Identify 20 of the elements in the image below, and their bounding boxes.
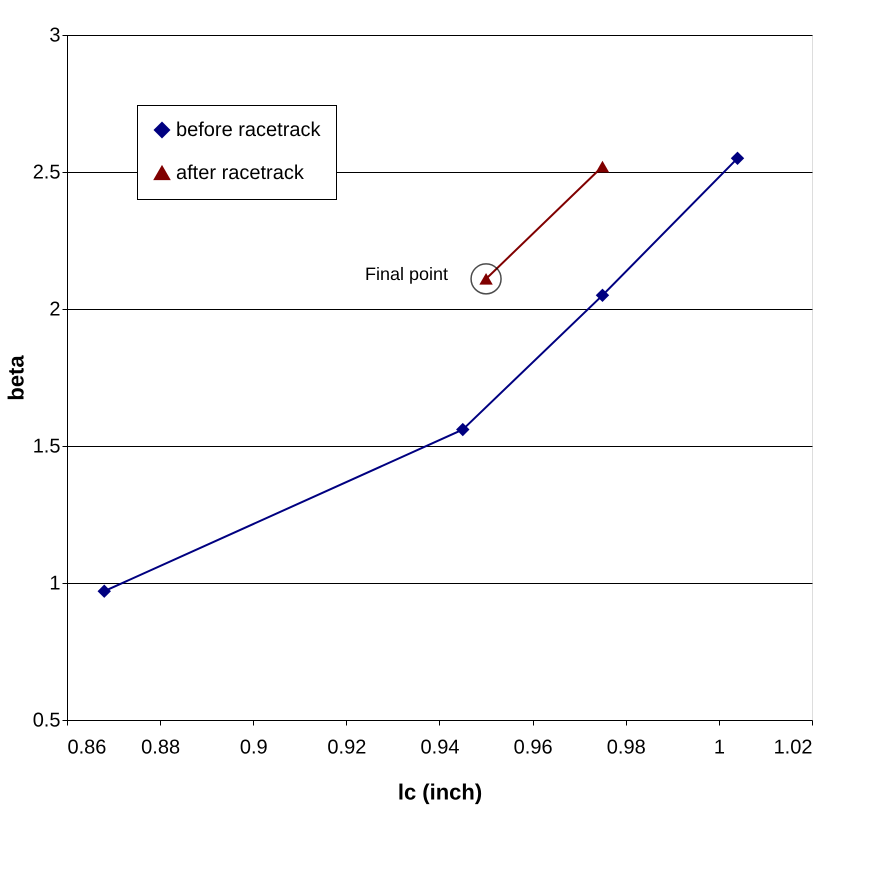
- x-tick-label: 0.9: [240, 736, 268, 758]
- x-tick-label: 1: [714, 736, 725, 758]
- y-tick-label: 1.5: [32, 436, 60, 458]
- x-axis-title: lc (inch): [398, 780, 482, 804]
- x-tick-label: 0.92: [327, 736, 366, 758]
- x-tick-label: 0.86: [68, 736, 106, 758]
- y-tick-label: 2.5: [32, 162, 60, 184]
- y-tick-label: 3: [49, 24, 60, 46]
- legend-label: after racetrack: [176, 162, 305, 184]
- y-tick-label: 0.5: [32, 710, 60, 732]
- x-tick-label: 1.02: [774, 736, 812, 758]
- y-axis-title: beta: [4, 354, 29, 401]
- legend-label: before racetrack: [176, 119, 322, 141]
- x-tick-label: 0.96: [514, 736, 553, 758]
- annotation: Final point: [365, 264, 448, 284]
- x-tick-label: 0.94: [420, 736, 460, 758]
- y-tick-label: 2: [49, 298, 60, 320]
- y-tick-label: 1: [49, 572, 60, 594]
- x-tick-label: 0.98: [606, 736, 646, 758]
- x-tick-label: 0.88: [141, 736, 180, 758]
